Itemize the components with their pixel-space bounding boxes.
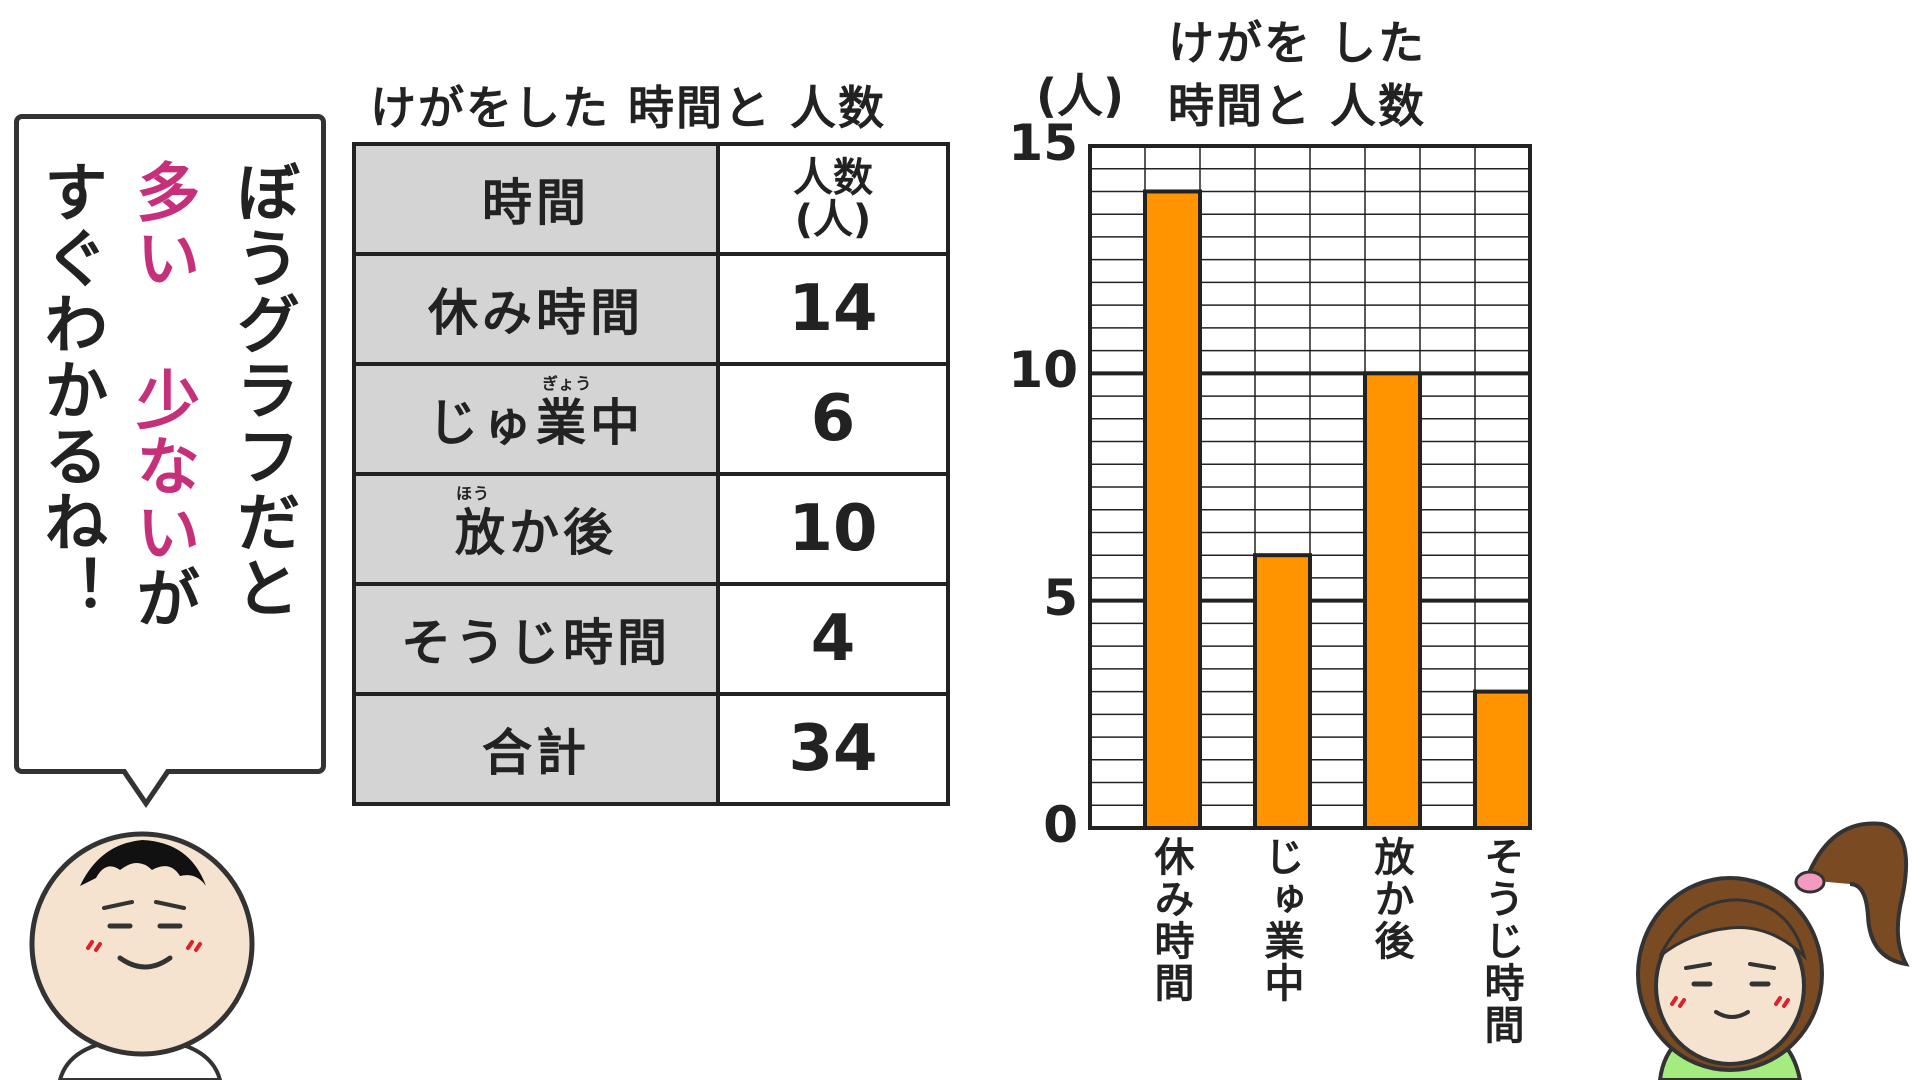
bubble-tail-fill [125,768,167,799]
speech-particle: が [125,565,200,631]
injury-table: 時間 人数 (人) 休み時間 14 ぎょう じゅ業中 6 ほう 放か後 10 そ… [352,142,950,806]
boy-face [29,831,255,1057]
girl-ponytail [1804,821,1910,967]
bar [1143,189,1202,830]
table-row: そうじ時間 4 [352,582,950,696]
y-tick-label: 5 [1043,568,1078,627]
x-category-label: そうじ時間 [1477,836,1524,1046]
ruby-hou: ほう [456,484,491,503]
chart-title-line1: けがを した [1168,16,1427,70]
row-label-cell: ぎょう じゅ業中 [352,362,720,476]
table-title: けがをした 時間と 人数 [370,81,887,135]
table-row: ぎょう じゅ業中 6 [352,362,950,476]
bar [1253,553,1312,830]
row-value: 14 [716,252,950,366]
header-time: 時間 [352,142,720,256]
table-total-row: 合計 34 [352,692,950,806]
table-row: ほう 放か後 10 [352,472,950,586]
header-count-label: 人数 [793,155,873,201]
header-count-unit: (人) [794,197,872,243]
chart-title: けがを した 時間と 人数 [1168,12,1426,139]
total-value: 34 [716,692,950,806]
total-label: 合計 [352,692,720,806]
speech-bubble: ぼうグラフだと 多い 少ないが すぐわかるね！ [14,114,326,774]
boy-character [29,831,255,1080]
header-count: 人数 (人) [716,142,950,256]
girl-character [1636,821,1910,1080]
row-label: 放か後 [455,504,617,562]
boy-hair [80,840,206,886]
row-label-cell: ほう 放か後 [352,472,720,586]
y-tick-label: 10 [1008,341,1078,400]
y-tick-label: 15 [1008,114,1078,172]
bar [1473,689,1532,830]
x-category-label: 放か後 [1367,836,1414,962]
row-label: そうじ時間 [352,582,720,696]
hair-tie [1794,870,1826,894]
row-label: じゅ業中 [428,394,644,452]
row-value: 4 [716,582,950,696]
speech-column-1: ぼうグラフだと [225,159,300,621]
row-value: 6 [716,362,950,476]
x-category-label: 休み時間 [1147,836,1194,1004]
speech-column-2: 多い 少ないが [125,159,199,631]
speech-column-3: すぐわかるね！ [33,159,108,621]
chart-title-line2: 時間と 人数 [1168,79,1427,134]
ruby-gyou: ぎょう [542,374,593,393]
table-header-row: 時間 人数 (人) [352,142,950,256]
x-category-label: じゅ業中 [1257,836,1304,1004]
speech-highlight: 多い 少ない [125,159,200,565]
table-row: 休み時間 14 [352,252,950,366]
y-axis-unit: (人) [1036,69,1125,123]
bar [1363,371,1422,830]
plot-frame [1088,144,1532,830]
y-tick-label: 0 [1043,796,1078,854]
row-label: 休み時間 [352,252,720,366]
row-value: 10 [716,472,950,586]
